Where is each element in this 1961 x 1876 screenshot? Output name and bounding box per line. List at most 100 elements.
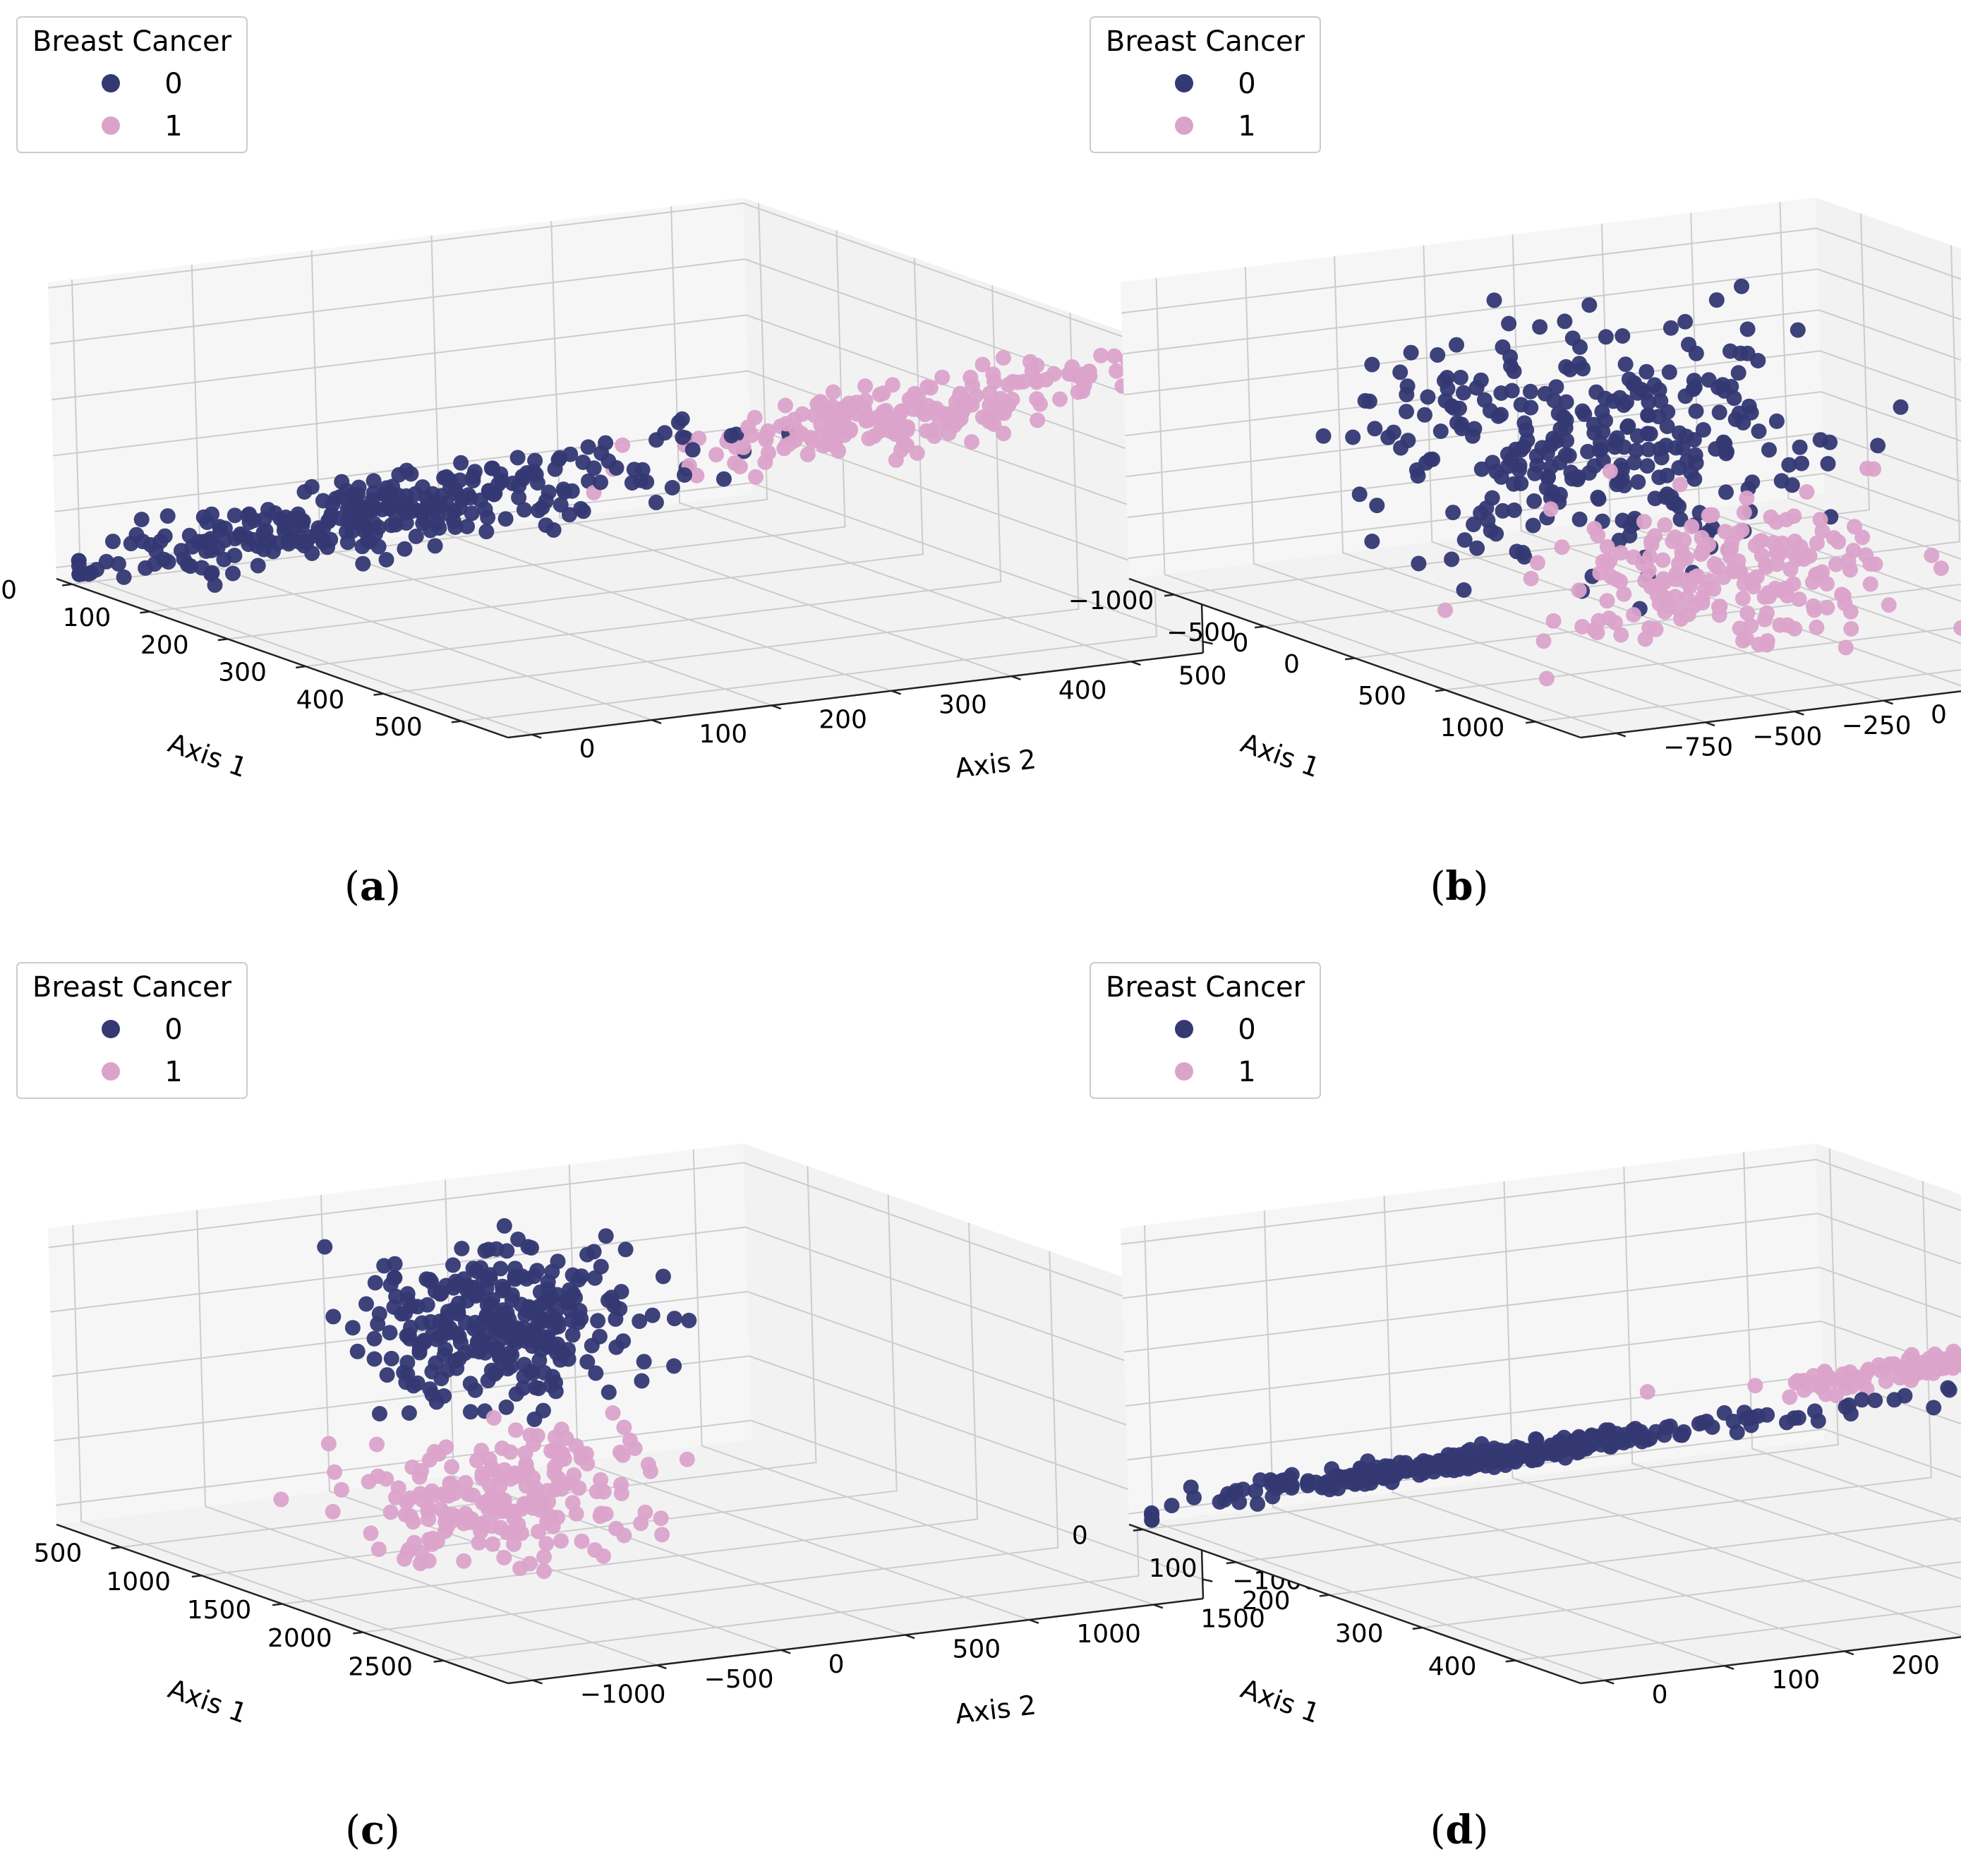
scatter-point-class-1 [616, 1419, 632, 1436]
scatter-point-class-0 [1691, 1416, 1707, 1432]
scatter-point-class-1 [1758, 637, 1775, 653]
scatter-point-class-0 [481, 483, 497, 499]
scatter-point-class-1 [881, 411, 897, 428]
scatter-point-class-0 [633, 472, 648, 488]
scatter-point-class-0 [1392, 364, 1408, 380]
scatter-point-class-1 [1024, 363, 1040, 379]
scatter-point-class-0 [459, 519, 475, 534]
z-gridline [1121, 1158, 1961, 1245]
scatter-point-class-1 [1927, 1361, 1943, 1377]
scatter-point-class-0 [516, 502, 532, 518]
z-tick-label: 0 [1233, 629, 1249, 658]
scatter-point-class-1 [857, 402, 872, 418]
scatter-point-class-1 [1657, 517, 1673, 533]
scatter-point-class-0 [110, 555, 126, 572]
scatter-point-class-0 [411, 1345, 428, 1361]
scatter-point-class-0 [1572, 339, 1588, 355]
scatter-point-class-0 [1571, 511, 1588, 527]
scatter-point-class-0 [579, 1354, 596, 1370]
scatter-point-class-0 [531, 503, 547, 519]
scatter-point-class-0 [424, 1386, 440, 1402]
x-tick-label: −500 [1166, 618, 1236, 647]
scatter-point-class-0 [378, 480, 394, 496]
x-gridline [1535, 669, 1961, 723]
scatter-point-class-0 [572, 1303, 588, 1318]
scatter-point-class-0 [1440, 380, 1456, 397]
scatter-point-class-1 [1745, 579, 1761, 595]
scatter-point-class-1 [1799, 484, 1815, 500]
scatter-point-class-0 [1564, 471, 1580, 487]
y-ticks: 0 100 200 300 400 500 [531, 661, 1226, 764]
y-tick [1130, 661, 1141, 666]
scatter-point-class-1 [812, 394, 828, 410]
scatter-point-class-1 [1953, 620, 1961, 636]
y-gridline [1263, 1210, 1725, 1667]
scatter-point-class-0 [1695, 422, 1711, 438]
scatter-point-class-1 [1734, 591, 1751, 606]
y-gridline [1623, 1167, 1961, 1580]
scatter-point-class-0 [499, 1243, 515, 1259]
x-tick-label: 500 [1358, 682, 1406, 711]
caption-paren-open: ( [1430, 1808, 1446, 1853]
scatter-point-class-1 [1797, 548, 1813, 564]
scatter-point-class-1 [605, 1405, 621, 1421]
scatter-point-class-0 [240, 507, 256, 524]
scatter-point-class-1 [1830, 534, 1847, 550]
scatter-point-class-0 [580, 439, 596, 455]
scatter-point-class-0 [538, 517, 554, 534]
scatter-point-class-0 [1525, 517, 1541, 534]
scatter-point-class-0 [475, 1273, 491, 1289]
scatter-point-class-0 [584, 1337, 600, 1354]
z-tick [1202, 1578, 1213, 1582]
scatter-point-class-1 [1843, 620, 1859, 637]
scatter-point-class-0 [655, 1268, 671, 1285]
scatter-point-class-0 [1626, 455, 1642, 471]
scatter-point-class-0 [322, 510, 338, 527]
x-tick-label: 100 [1149, 1554, 1197, 1583]
scatter-point-class-0 [152, 534, 169, 549]
scatter-point-class-1 [424, 1536, 440, 1552]
scatter-point-class-0 [1481, 1444, 1497, 1460]
scatter-point-class-1 [807, 407, 823, 423]
scatter-point-class-1 [1842, 603, 1859, 620]
panel-caption: (a) [344, 863, 401, 910]
x-tick-label: 500 [374, 713, 423, 742]
y-tick [905, 1634, 915, 1640]
scatter-point-class-0 [511, 490, 527, 505]
scatter-point-class-0 [1456, 532, 1473, 548]
scatter-point-class-0 [183, 558, 198, 575]
scatter-point-class-1 [1736, 505, 1752, 521]
panel-caption: (d) [1430, 1807, 1489, 1853]
scatter-point-class-1 [506, 1536, 522, 1552]
scatter-point-class-1 [444, 1459, 460, 1475]
scatter-point-class-1 [1671, 555, 1687, 572]
scatter-point-class-1 [949, 414, 965, 430]
scatter-point-class-0 [255, 541, 272, 558]
scatter-point-class-0 [1677, 388, 1694, 404]
scatter-point-class-0 [666, 1358, 682, 1374]
scatter-point-class-0 [462, 490, 478, 506]
scatter-point-class-1 [637, 1504, 653, 1520]
z-gridline [1128, 473, 1961, 560]
scatter-point-class-1 [910, 390, 927, 405]
scatter-point-class-1 [1782, 561, 1799, 577]
scatter-point-class-1 [1530, 555, 1545, 571]
scatter-point-class-1 [512, 1561, 529, 1577]
scatter-point-class-0 [378, 552, 394, 567]
scatter-point-class-0 [1348, 1474, 1363, 1491]
y-tick-label: 200 [1891, 1651, 1940, 1680]
scatter-point-class-1 [1758, 605, 1775, 621]
z-gridline [1123, 309, 1961, 396]
scatter-point-class-1 [507, 1465, 523, 1481]
scatter-point-class-1 [553, 1533, 569, 1549]
scatter-point-class-1 [1046, 366, 1062, 382]
scatter-point-class-0 [1250, 1496, 1265, 1512]
scatter-point-class-0 [1581, 297, 1598, 313]
scatter-point-class-0 [1628, 443, 1644, 459]
scatter-point-class-0 [1708, 292, 1725, 308]
scatter-point-class-0 [1399, 387, 1415, 402]
legend-title: Breast Cancer [1106, 971, 1305, 1004]
scatter-point-class-0 [498, 1399, 514, 1415]
scatter-point-class-0 [536, 1364, 553, 1381]
scatter-point-class-0 [1739, 345, 1756, 361]
